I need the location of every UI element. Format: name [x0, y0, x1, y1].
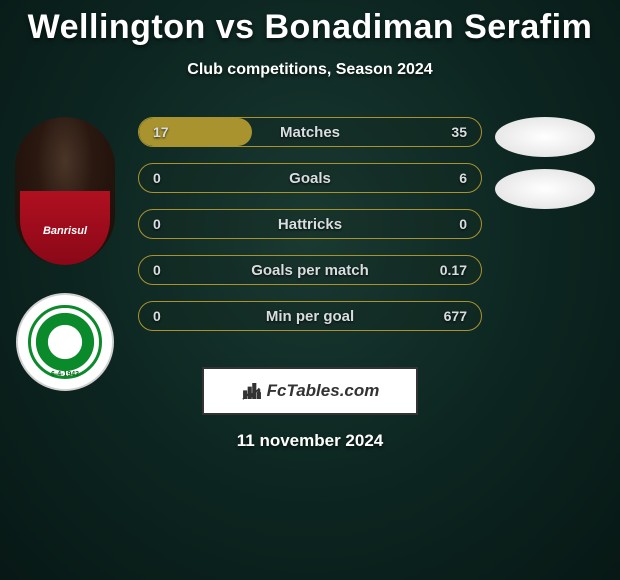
stat-label: Hattricks	[139, 210, 481, 238]
stat-bars: 17 Matches 35 0 Goals 6 0 Hattricks 0 0 …	[138, 117, 482, 331]
brand-box[interactable]: FcTables.com	[202, 367, 418, 415]
stat-right-value: 0.17	[440, 256, 467, 284]
brand-text: FcTables.com	[267, 381, 380, 401]
date-text: 11 november 2024	[0, 431, 620, 451]
player-photo	[15, 117, 115, 265]
club-logo-date: 6-4-1943	[31, 371, 99, 378]
stat-label: Goals per match	[139, 256, 481, 284]
stat-bar-goals: 0 Goals 6	[138, 163, 482, 193]
stat-bar-matches: 17 Matches 35	[138, 117, 482, 147]
comparison-content: 6-4-1943 17 Matches 35 0 Goals 6 0 Hattr…	[0, 117, 620, 331]
stat-right-value: 6	[459, 164, 467, 192]
stat-bar-goals-per-match: 0 Goals per match 0.17	[138, 255, 482, 285]
page-title: Wellington vs Bonadiman Serafim	[0, 0, 620, 47]
stat-label: Min per goal	[139, 302, 481, 330]
stat-right-value: 0	[459, 210, 467, 238]
stat-right-value: 35	[451, 118, 467, 146]
club-logo-inner: 6-4-1943	[28, 305, 102, 379]
right-column	[490, 117, 600, 209]
player-placeholder-2	[495, 169, 595, 209]
subtitle: Club competitions, Season 2024	[0, 61, 620, 79]
stat-label: Goals	[139, 164, 481, 192]
stat-right-value: 677	[444, 302, 467, 330]
stat-bar-min-per-goal: 0 Min per goal 677	[138, 301, 482, 331]
chart-icon	[241, 380, 263, 402]
player-placeholder-1	[495, 117, 595, 157]
left-column: 6-4-1943	[10, 117, 120, 391]
club-logo: 6-4-1943	[16, 293, 114, 391]
stat-bar-hattricks: 0 Hattricks 0	[138, 209, 482, 239]
stat-label: Matches	[139, 118, 481, 146]
